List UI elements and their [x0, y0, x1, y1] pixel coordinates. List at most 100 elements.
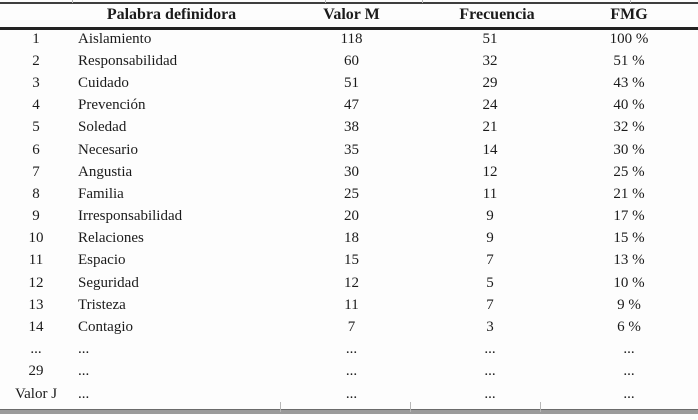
- definitions-table: Palabra definidora Valor M Frecuencia FM…: [0, 2, 698, 405]
- table-cell: 4: [32, 97, 40, 114]
- table-row: 29............: [0, 361, 698, 383]
- table-cell: 12: [344, 274, 359, 291]
- column-header-valor-m: Valor M: [323, 6, 380, 24]
- table-cell: 14: [28, 319, 44, 336]
- table-cell: Valor J: [14, 385, 58, 402]
- table-cell: 1: [32, 31, 40, 48]
- table-row: 14 Contagio 7 3 6 %: [0, 316, 698, 338]
- table-cell: 20: [344, 208, 359, 225]
- table-cell: ...: [484, 341, 496, 358]
- table-cell: ...: [30, 341, 42, 358]
- table-row: 6 Necesario 35 14 30 %: [0, 139, 698, 161]
- table-cell: 25: [344, 185, 359, 202]
- table-cell: 5: [486, 274, 494, 291]
- table-cell: 30: [344, 163, 359, 180]
- table-cell: 32: [482, 52, 498, 69]
- table-cell: ...: [78, 385, 90, 402]
- table-cell: 10 %: [613, 274, 645, 291]
- table-cell: Familia: [78, 185, 124, 202]
- table-row: 8 Familia 25 11 21 %: [0, 183, 698, 205]
- table-cell: Espacio: [78, 252, 126, 269]
- table-cell: 35: [344, 141, 359, 158]
- table-cell: Necesario: [78, 141, 138, 158]
- column-divider-tick: [630, 0, 631, 3]
- table-cell: 7: [32, 163, 40, 180]
- table-cell: ...: [484, 363, 496, 380]
- table-cell: 60: [344, 52, 359, 69]
- table-cell: 11: [344, 296, 359, 313]
- column-header-rank: [0, 3, 72, 28]
- table-header: Palabra definidora Valor M Frecuencia FM…: [0, 3, 698, 28]
- table-cell: 47: [344, 97, 359, 114]
- table-cell: 21: [482, 119, 498, 136]
- table-cell: Contagio: [78, 319, 133, 336]
- table-cell: ...: [345, 385, 358, 402]
- table-cell: 38: [344, 119, 359, 136]
- table-cell: Responsabilidad: [78, 52, 178, 69]
- table-cell: Soledad: [78, 119, 127, 136]
- table-row: 9 Irresponsabilidad 20 9 17 %: [0, 206, 698, 228]
- table-cell: 11: [482, 185, 498, 202]
- table-row: 1 Aislamiento 118 51 100 %: [0, 28, 698, 50]
- table-row: 5 Soledad 38 21 32 %: [0, 117, 698, 139]
- table-row: ...............: [0, 339, 698, 361]
- table-cell: ...: [623, 385, 635, 402]
- column-header-fmg: FMG: [610, 6, 648, 24]
- table-cell: 51 %: [613, 52, 645, 69]
- header-row: Palabra definidora Valor M Frecuencia FM…: [0, 3, 698, 28]
- table-cell: 30 %: [613, 141, 645, 158]
- table-cell: 24: [482, 97, 498, 114]
- table-cell: ...: [345, 363, 358, 380]
- table-cell: 13 %: [613, 252, 645, 269]
- table-cell: 2: [32, 52, 40, 69]
- table-cell: Relaciones: [78, 230, 144, 247]
- table-cell: 6: [32, 141, 40, 158]
- table-cell: 6 %: [617, 319, 641, 336]
- table-cell: 3: [486, 319, 494, 336]
- table-cell: 21 %: [613, 185, 645, 202]
- table-row: 3 Cuidado 51 29 43 %: [0, 72, 698, 94]
- table-cell: 51: [344, 74, 359, 91]
- column-header-palabra-definidora: Palabra definidora: [106, 6, 237, 24]
- table-cell: Tristeza: [78, 296, 126, 313]
- table-cell: 18: [344, 230, 359, 247]
- table-cell: ...: [78, 363, 90, 380]
- table-cell: 29: [28, 363, 44, 380]
- column-divider-tick: [280, 402, 281, 412]
- table-cell: 9: [486, 230, 494, 247]
- table-cell: 5: [32, 119, 40, 136]
- table-row: 11 Espacio 15 7 13 %: [0, 250, 698, 272]
- table-body: 1 Aislamiento 118 51 100 % 2 Responsabilidad 60…: [0, 28, 698, 405]
- table-cell: 40 %: [613, 97, 645, 114]
- table-cell: 7: [486, 296, 494, 313]
- table-cell: 14: [482, 141, 498, 158]
- table-row: 2 Responsabilidad 60 32 51 %: [0, 50, 698, 72]
- table-cell: Irresponsabilidad: [78, 208, 183, 225]
- table-cell: ...: [623, 341, 635, 358]
- table-row: 13 Tristeza 11 7 9 %: [0, 294, 698, 316]
- column-divider-tick: [325, 0, 326, 3]
- column-divider-tick: [72, 0, 73, 3]
- table-cell: 29: [482, 74, 498, 91]
- table-cell: 11: [28, 252, 44, 269]
- table-cell: ...: [484, 385, 496, 402]
- table-cell: 32 %: [613, 119, 645, 136]
- table-cell: Cuidado: [78, 74, 129, 91]
- column-divider-tick: [540, 402, 541, 412]
- table-cell: Seguridad: [78, 274, 139, 291]
- table-row: Valor J............: [0, 383, 698, 405]
- table-row: 12 Seguridad 12 5 10 %: [0, 272, 698, 294]
- table-cell: 7: [486, 252, 494, 269]
- table-row: 7 Angustia 30 12 25 %: [0, 161, 698, 183]
- column-header-frecuencia: Frecuencia: [459, 6, 535, 24]
- table-cell: ...: [345, 341, 358, 358]
- table-cell: 8: [32, 185, 40, 202]
- table-cell: Aislamiento: [78, 31, 152, 48]
- table-cell: 43 %: [613, 74, 645, 91]
- table-cell: ...: [623, 363, 635, 380]
- table-cell: ...: [78, 341, 90, 358]
- table-row: 10 Relaciones 18 9 15 %: [0, 228, 698, 250]
- column-divider-tick: [410, 402, 411, 412]
- table-cell: 9: [32, 208, 40, 225]
- table-cell: 118: [340, 31, 363, 48]
